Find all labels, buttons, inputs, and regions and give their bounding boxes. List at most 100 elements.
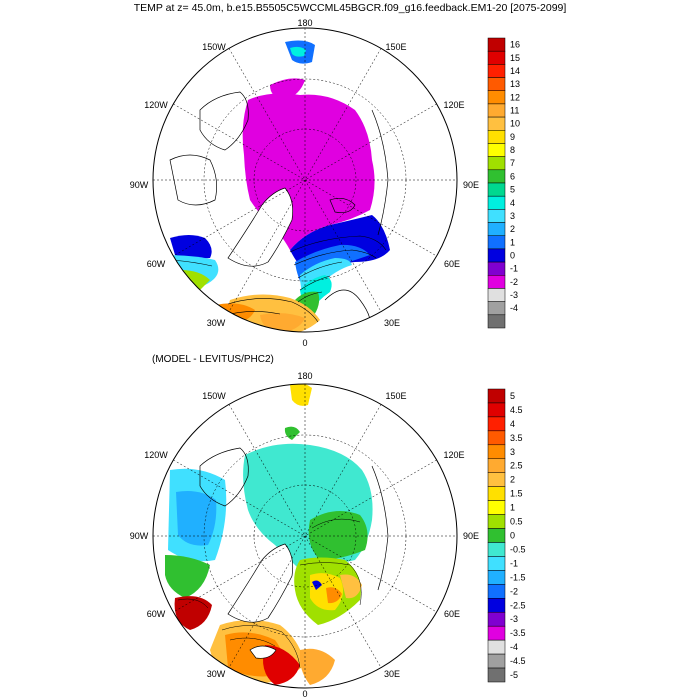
colorbar-label: -4.5 bbox=[510, 656, 526, 666]
colorbar-swatch bbox=[487, 209, 506, 223]
lon-label: 30W bbox=[207, 318, 226, 328]
colorbar-label: 8 bbox=[510, 145, 515, 155]
colorbar-swatch bbox=[487, 103, 506, 118]
colorbar-swatch bbox=[487, 156, 506, 171]
colorbar-swatch bbox=[487, 130, 506, 144]
lon-label: 120E bbox=[443, 450, 464, 460]
graticule bbox=[153, 28, 457, 332]
graticule bbox=[153, 384, 457, 688]
colorbar-swatch bbox=[487, 514, 506, 529]
colorbar-label: -3 bbox=[510, 614, 518, 624]
lon-label: 90E bbox=[463, 531, 479, 541]
colorbar-label: -5 bbox=[510, 670, 518, 680]
colorbar-label: 9 bbox=[510, 132, 515, 142]
colorbar-label: 16 bbox=[510, 40, 520, 50]
lon-label: 120W bbox=[144, 450, 168, 460]
colorbar-swatch bbox=[487, 90, 506, 105]
colorbar-swatch bbox=[487, 625, 506, 641]
colorbar-label: 5 bbox=[510, 185, 515, 195]
colorbar-swatch bbox=[487, 611, 506, 627]
colorbar-swatch bbox=[487, 653, 506, 669]
colorbar-swatch bbox=[487, 248, 506, 263]
colorbar-swatch bbox=[487, 182, 506, 197]
colorbar-swatch bbox=[487, 402, 506, 418]
colorbar-swatch bbox=[487, 195, 506, 210]
colorbar-label: -1 bbox=[510, 558, 518, 568]
lon-label: 30E bbox=[384, 669, 400, 679]
colorbar-swatch bbox=[487, 416, 506, 432]
lon-label: 90W bbox=[130, 180, 149, 190]
colorbar-swatch bbox=[487, 275, 506, 289]
colorbar-swatch bbox=[487, 444, 506, 460]
colorbar-label: -3.5 bbox=[510, 628, 526, 638]
colorbar-swatch bbox=[487, 261, 506, 276]
difference-subtitle: (MODEL - LEVITUS/PHC2) bbox=[152, 354, 274, 365]
colorbar-swatch bbox=[487, 500, 506, 515]
colorbar-label: 6 bbox=[510, 171, 515, 181]
lon-label: 30W bbox=[207, 669, 226, 679]
colorbar-swatch bbox=[487, 598, 506, 613]
colorbar-swatch bbox=[487, 458, 506, 473]
lon-label: 30E bbox=[384, 318, 400, 328]
colorbar-label: -2 bbox=[510, 586, 518, 596]
colorbar-label: 2 bbox=[510, 224, 515, 234]
colorbar-swatch bbox=[487, 169, 506, 184]
lon-label: 60E bbox=[444, 609, 460, 619]
lon-label: 180 bbox=[297, 371, 312, 381]
colorbar-label: 4.5 bbox=[510, 405, 523, 415]
lon-label: 0 bbox=[302, 689, 307, 699]
colorbar-label: 4 bbox=[510, 198, 515, 208]
lon-label: 120E bbox=[443, 100, 464, 110]
colorbar-label: -4 bbox=[510, 303, 518, 313]
colorbar-swatch bbox=[487, 667, 506, 683]
lon-label: 60W bbox=[147, 609, 166, 619]
lon-label: 0 bbox=[302, 338, 307, 348]
colorbar-label: -2 bbox=[510, 277, 518, 287]
colorbar-swatch bbox=[487, 314, 506, 329]
colorbar-swatch bbox=[487, 77, 506, 91]
lon-label: 150E bbox=[385, 391, 406, 401]
colorbar-swatch bbox=[487, 64, 506, 78]
colorbar-swatch bbox=[487, 528, 506, 543]
colorbar-swatch bbox=[487, 222, 506, 236]
colorbar-swatch bbox=[487, 639, 506, 655]
colorbar-label: -0.5 bbox=[510, 544, 526, 554]
colorbar-swatch bbox=[487, 116, 506, 131]
colorbar-swatch bbox=[487, 143, 506, 157]
colorbar-label: 3 bbox=[510, 211, 515, 221]
colorbar-label: 13 bbox=[510, 79, 520, 89]
colorbar-label: 7 bbox=[510, 158, 515, 168]
lon-label: 90W bbox=[130, 531, 149, 541]
difference-map: 180 150W 150E 120W 120E 90W 90E 60W 60E … bbox=[130, 371, 479, 699]
lon-label: 120W bbox=[144, 100, 168, 110]
colorbar-label: 1.5 bbox=[510, 489, 523, 499]
lon-label: 180 bbox=[297, 18, 312, 28]
colorbar-label: 1 bbox=[510, 237, 515, 247]
lon-label: 150W bbox=[202, 391, 226, 401]
figure-title: TEMP at z= 45.0m, b.e15.B5505C5WCCML45BG… bbox=[133, 2, 567, 14]
lon-label: 150W bbox=[202, 42, 226, 52]
colorbar-label: 3.5 bbox=[510, 433, 523, 443]
difference-colorbar: 5 4.5 4 3.5 3 2.5 2 1.5 1 0.5 0 -0.5 -1 -1.5 -2 -2.5 -3 -… bbox=[487, 388, 526, 683]
longitude-labels: 180 150W 150E 120W 120E 90W 90E 60W 60E … bbox=[130, 371, 479, 699]
temperature-map: 180 150W 150E 120W 120E 90W 90E 60W 60E … bbox=[130, 18, 479, 348]
colorbar-swatch bbox=[487, 430, 506, 446]
colorbar-swatch bbox=[487, 235, 506, 250]
colorbar-swatch bbox=[487, 556, 506, 571]
colorbar-label: 11 bbox=[510, 106, 519, 116]
colorbar-swatch bbox=[487, 288, 506, 302]
colorbar-label: 15 bbox=[510, 53, 520, 63]
longitude-labels: 180 150W 150E 120W 120E 90W 90E 60W 60E … bbox=[130, 18, 479, 348]
colorbar-label: 0.5 bbox=[510, 517, 523, 527]
lon-label: 60W bbox=[147, 259, 166, 269]
colorbar-label: 14 bbox=[510, 66, 520, 76]
colorbar-label: -2.5 bbox=[510, 600, 526, 610]
colorbar-swatch bbox=[487, 570, 506, 585]
colorbar-swatch bbox=[487, 37, 506, 52]
colorbar-label: -4 bbox=[510, 642, 518, 652]
colorbar-label: -1 bbox=[510, 264, 518, 274]
colorbar-label: 5 bbox=[510, 391, 515, 401]
colorbar-label: 2 bbox=[510, 475, 515, 485]
